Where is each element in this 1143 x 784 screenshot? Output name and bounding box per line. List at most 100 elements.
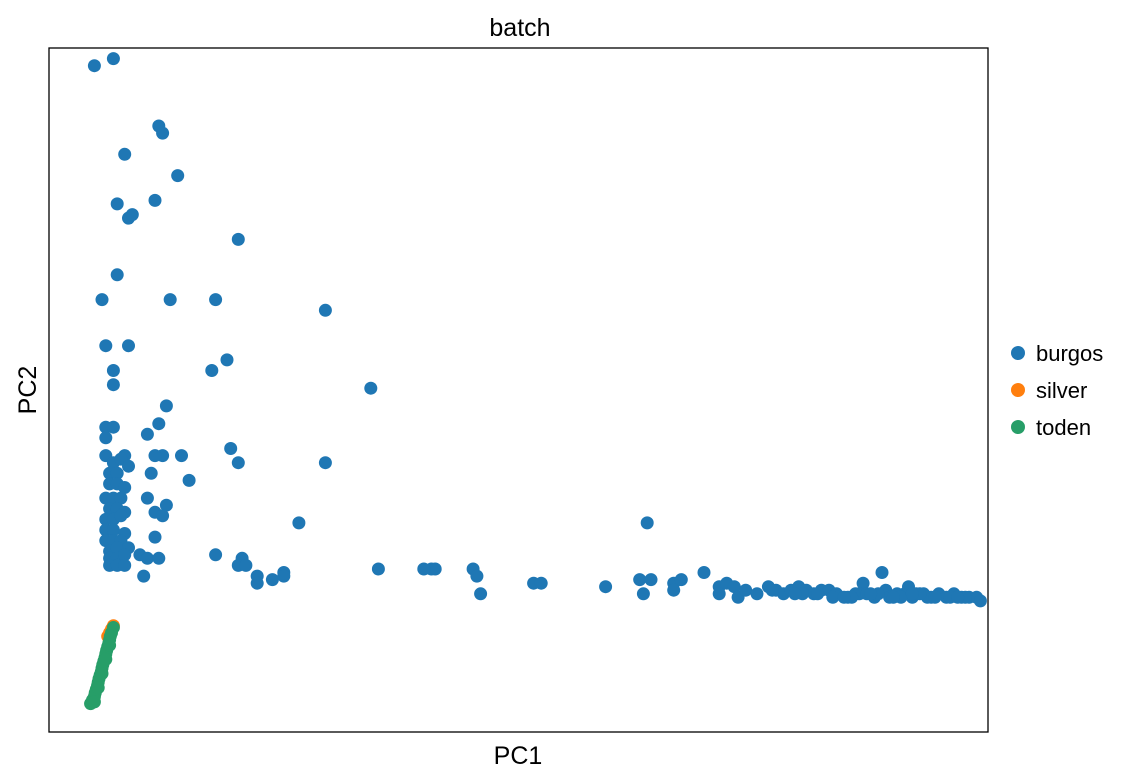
point-burgos-18 [220, 353, 234, 367]
point-burgos-10 [231, 232, 245, 246]
point-burgos-14 [209, 293, 223, 307]
point-burgos-17 [122, 339, 135, 353]
point-burgos-26 [152, 417, 166, 431]
point-burgos-1 [106, 52, 120, 66]
y-axis-label: PC2 [14, 366, 42, 415]
point-burgos-107 [674, 573, 688, 587]
point-burgos-56 [156, 509, 170, 523]
point-burgos-98 [636, 587, 650, 601]
point-burgos-39 [122, 459, 135, 473]
point-burgos-99 [640, 516, 654, 530]
point-burgos-13 [163, 293, 177, 307]
point-burgos-46 [182, 473, 196, 487]
point-burgos-84 [137, 569, 151, 583]
point-burgos-102 [633, 573, 647, 587]
legend-label-toden: toden [1036, 415, 1091, 440]
point-burgos-111 [727, 580, 741, 594]
points-layer [84, 52, 987, 711]
point-burgos-83 [239, 558, 253, 572]
point-burgos-15 [318, 303, 332, 317]
point-burgos-161 [765, 583, 779, 597]
point-toden-25 [99, 652, 113, 666]
legend-label-burgos: burgos [1036, 341, 1103, 366]
point-burgos-50 [140, 491, 154, 505]
point-burgos-34 [231, 456, 245, 470]
point-burgos-158 [811, 587, 825, 601]
series-toden [84, 621, 120, 711]
point-burgos-35 [318, 456, 332, 470]
point-toden-23 [91, 681, 105, 695]
point-burgos-76 [152, 551, 166, 565]
point-burgos-5 [171, 169, 185, 183]
point-burgos-101 [534, 576, 548, 590]
point-burgos-109 [712, 587, 726, 601]
point-burgos-106 [697, 566, 711, 579]
point-burgos-75 [140, 551, 154, 565]
point-burgos-77 [209, 548, 223, 562]
point-burgos-94 [470, 569, 484, 583]
point-burgos-62 [106, 523, 120, 537]
point-burgos-11 [110, 268, 124, 282]
point-burgos-90 [371, 562, 385, 576]
legend-marker-silver [1011, 383, 1025, 397]
point-burgos-151 [826, 590, 840, 604]
series-burgos [87, 52, 987, 608]
point-burgos-95 [417, 562, 431, 576]
point-burgos-96 [474, 587, 488, 601]
point-burgos-41 [110, 466, 124, 480]
legend-marker-burgos [1011, 346, 1025, 360]
point-burgos-67 [148, 530, 162, 544]
point-burgos-20 [106, 364, 120, 377]
point-burgos-130 [875, 566, 889, 579]
point-burgos-105 [667, 583, 681, 597]
point-burgos-25 [106, 420, 120, 434]
point-burgos-162 [837, 590, 851, 604]
point-burgos-163 [864, 587, 878, 601]
point-burgos-113 [739, 583, 753, 597]
point-burgos-103 [644, 573, 658, 587]
point-burgos-45 [118, 481, 132, 494]
point-burgos-22 [364, 381, 378, 395]
point-burgos-33 [175, 449, 188, 463]
point-burgos-42 [144, 466, 158, 480]
point-burgos-4 [118, 147, 132, 161]
point-burgos-60 [292, 516, 306, 530]
point-burgos-23 [159, 399, 173, 413]
legend: burgos silver toden [1011, 341, 1103, 440]
point-burgos-19 [205, 364, 219, 377]
point-burgos-6 [110, 197, 124, 211]
point-burgos-7 [148, 193, 162, 207]
plot-frame [48, 47, 989, 733]
point-toden-22 [87, 695, 101, 709]
x-axis-label: PC1 [494, 742, 543, 770]
point-burgos-89 [277, 569, 291, 583]
point-burgos-87 [265, 573, 279, 587]
point-burgos-114 [750, 587, 764, 601]
point-burgos-97 [599, 580, 613, 594]
point-burgos-29 [99, 431, 113, 445]
point-burgos-16 [99, 339, 113, 353]
point-burgos-3 [156, 126, 170, 140]
point-burgos-27 [140, 427, 154, 441]
point-toden-24 [95, 667, 109, 680]
point-burgos-12 [95, 293, 109, 307]
point-burgos-92 [428, 562, 442, 576]
point-burgos-59 [114, 509, 128, 523]
point-burgos-49 [114, 491, 128, 505]
point-burgos-32 [148, 449, 162, 463]
point-burgos-21 [106, 378, 120, 392]
point-burgos-81 [118, 558, 132, 572]
point-burgos-157 [951, 590, 965, 604]
point-burgos-165 [928, 590, 942, 604]
point-burgos-54 [159, 498, 173, 512]
point-burgos-145 [973, 594, 987, 608]
point-burgos-160 [788, 587, 802, 601]
point-burgos-125 [856, 576, 870, 590]
point-burgos-159 [886, 590, 900, 604]
chart-title: batch [489, 14, 550, 42]
legend-marker-toden [1011, 420, 1025, 434]
point-burgos-9 [125, 208, 139, 222]
point-burgos-86 [250, 576, 264, 590]
legend-label-silver: silver [1036, 378, 1087, 403]
